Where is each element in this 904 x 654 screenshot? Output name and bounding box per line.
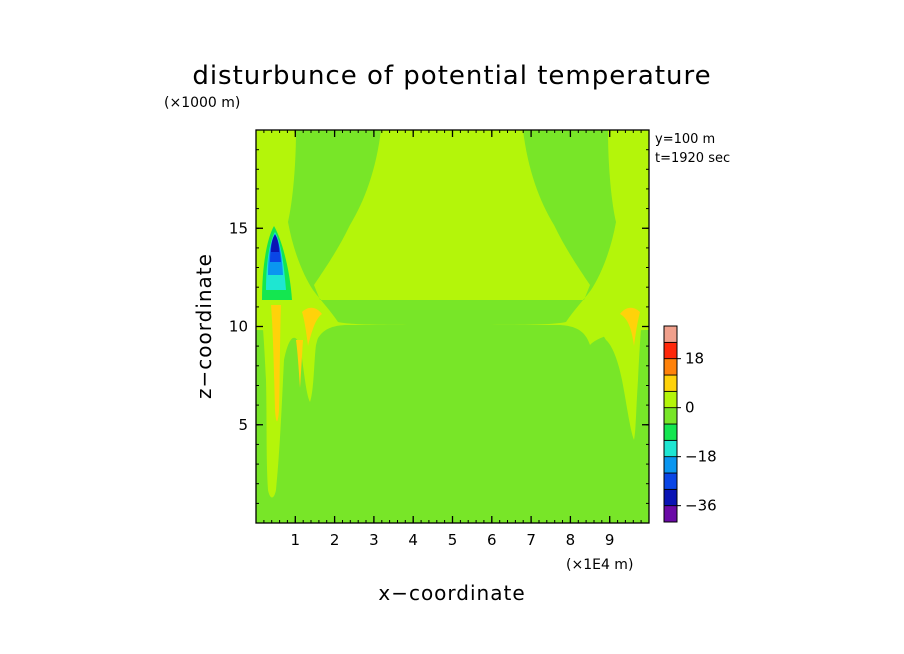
- cold-core-left: [262, 226, 292, 300]
- colorbar-label-3: −36: [685, 497, 717, 515]
- field-warm-patch-left: [302, 307, 322, 346]
- colorbar-label-2: −18: [685, 448, 717, 466]
- contour-field: [256, 130, 649, 523]
- annotation-y: y=100 m: [655, 132, 715, 147]
- x-tick-label-2: 2: [330, 531, 340, 549]
- colorbar-cell-8: [663, 374, 678, 392]
- field-warm-streak-left-2: [296, 340, 303, 388]
- y-axis-label: z−coordinate: [192, 253, 216, 399]
- field-warm-streak-left: [271, 305, 281, 422]
- y-tick-label-15: 15: [229, 219, 248, 237]
- colorbar-frame: [663, 325, 678, 523]
- colorbar-cell-4: [663, 439, 678, 458]
- colorbar-cell-5: [663, 423, 678, 441]
- x-tick-label-1: 1: [291, 531, 301, 549]
- colorbar-cell-7: [663, 390, 678, 409]
- colorbar: 18 0 −18 −36: [663, 325, 717, 523]
- annotation-t: t=1920 sec: [655, 151, 730, 166]
- y-unit-label: (×1000 m): [164, 95, 240, 111]
- field-lower-band: [256, 325, 649, 523]
- field-left-strip: [256, 280, 320, 498]
- y-tick-label-10: 10: [229, 318, 248, 336]
- x-tick-label-4: 4: [408, 531, 418, 549]
- colorbar-cell-10: [663, 341, 678, 360]
- field-warm-patch-right: [620, 307, 640, 346]
- x-tick-label-3: 3: [369, 531, 379, 549]
- colorbar-cell-2: [663, 472, 678, 490]
- colorbar-cell-11: [663, 325, 678, 343]
- colorbar-cell-1: [663, 488, 678, 507]
- x-tick-label-8: 8: [566, 531, 576, 549]
- y-tick-label-5: 5: [238, 416, 248, 434]
- x-tick-label-5: 5: [448, 531, 458, 549]
- x-axis-label: x−coordinate: [378, 581, 525, 605]
- x-unit-label: (×1E4 m): [566, 557, 633, 573]
- field-right-strip: [600, 280, 649, 440]
- colorbar-label-1: 0: [685, 399, 695, 417]
- colorbar-cell-9: [663, 358, 678, 376]
- colorbar-cell-6: [663, 407, 678, 425]
- chart-title: disturbunce of potential temperature: [192, 61, 711, 91]
- x-tick-label-9: 9: [605, 531, 615, 549]
- minor-ticks: [256, 130, 650, 523]
- colorbar-cell-0: [663, 505, 678, 523]
- x-tick-label-6: 6: [487, 531, 497, 549]
- colorbar-label-0: 18: [685, 350, 704, 368]
- x-tick-label-7: 7: [526, 531, 536, 549]
- colorbar-cell-3: [663, 456, 678, 474]
